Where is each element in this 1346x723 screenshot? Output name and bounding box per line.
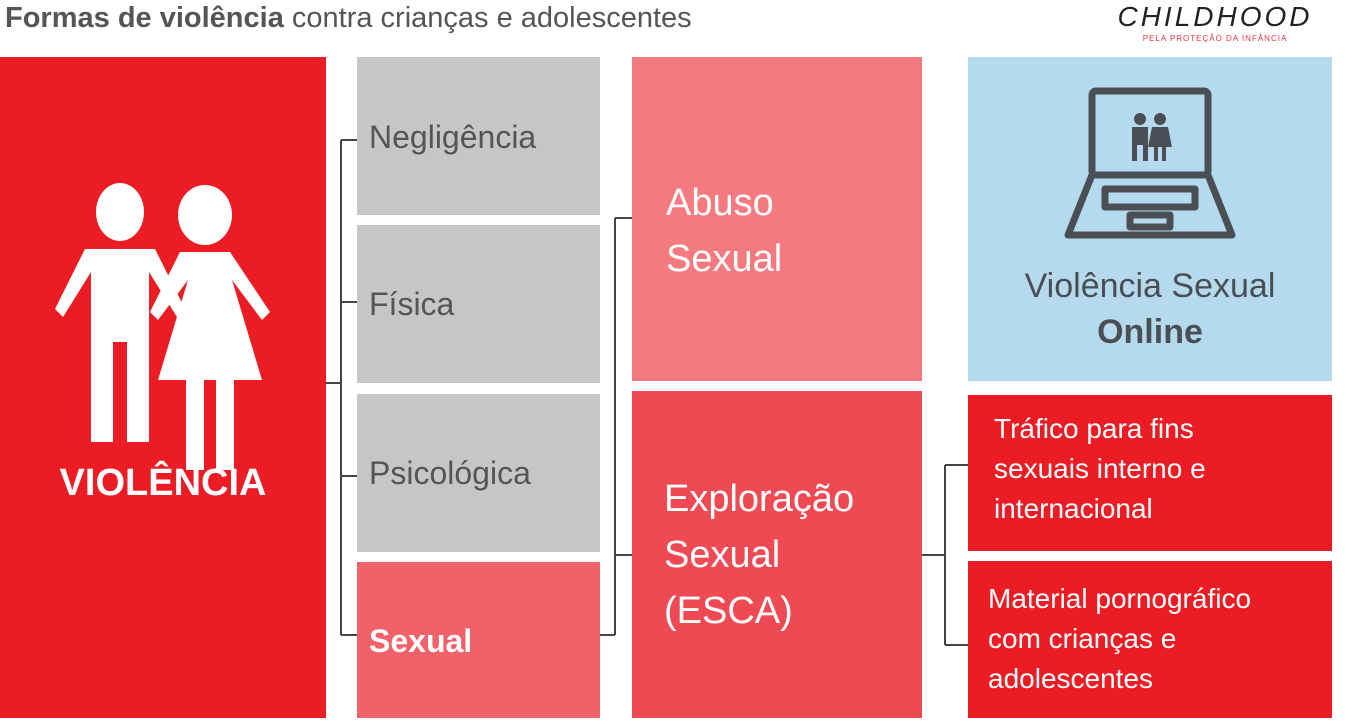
node-text: Violência Sexual (1024, 267, 1276, 305)
logo-text: CHILDHOOD (1117, 1, 1313, 32)
node-text: Psicológica (369, 454, 531, 491)
node-text: VIOLÊNCIA (59, 462, 267, 504)
title-rest: contra crianças e adolescentes (291, 2, 692, 34)
negligencia-box: Negligência (357, 57, 600, 215)
material-box: Material pornográfico com crianças e adole… (968, 561, 1332, 718)
node-text: Exploração (664, 478, 855, 520)
children-icon (55, 183, 270, 470)
violencia-label: VIOLÊNCIA (0, 462, 326, 505)
node-text: Online (1097, 313, 1203, 351)
node-text: com crianças e (988, 623, 1177, 654)
trafico-box: Tráfico para fins sexuais interno e intern… (968, 395, 1332, 551)
online-box: Violência Sexual Online (968, 57, 1332, 381)
node-text: Material pornográfico (988, 583, 1252, 614)
online-label: Violência Sexual Online (968, 263, 1332, 355)
node-text: Física (369, 285, 455, 322)
connector (922, 464, 968, 646)
exploracao-box: Exploração Sexual (ESCA) (632, 391, 922, 718)
node-text: Sexual (666, 238, 783, 280)
node-text: Tráfico para fins (994, 413, 1194, 444)
node-text: Abuso (666, 182, 774, 224)
node-text: Sexual (664, 534, 781, 576)
node-text: Negligência (369, 119, 537, 155)
connector (326, 139, 357, 636)
node-text: Sexual (369, 623, 473, 659)
node-text: adolescentes (988, 663, 1154, 694)
node-text: internacional (994, 493, 1153, 524)
title: Formas de violência contra crianças e ad… (5, 2, 692, 35)
laptop-icon (1064, 87, 1236, 239)
title-bold: Formas de violência (5, 2, 284, 34)
connector (600, 217, 632, 636)
psicologica-box: Psicológica (357, 394, 600, 552)
logo: CHILDHOOD PELA PROTEÇÃO DA INFÂNCIA (1100, 0, 1330, 43)
node-text: sexuais interno e (994, 453, 1206, 484)
violencia-box: VIOLÊNCIA (0, 57, 326, 718)
logo-tagline: PELA PROTEÇÃO DA INFÂNCIA (1142, 34, 1288, 43)
fisica-box: Física (357, 225, 600, 383)
sexual-box: Sexual (357, 562, 600, 718)
abuso-box: Abuso Sexual (632, 57, 922, 381)
node-text: (ESCA) (664, 590, 793, 632)
